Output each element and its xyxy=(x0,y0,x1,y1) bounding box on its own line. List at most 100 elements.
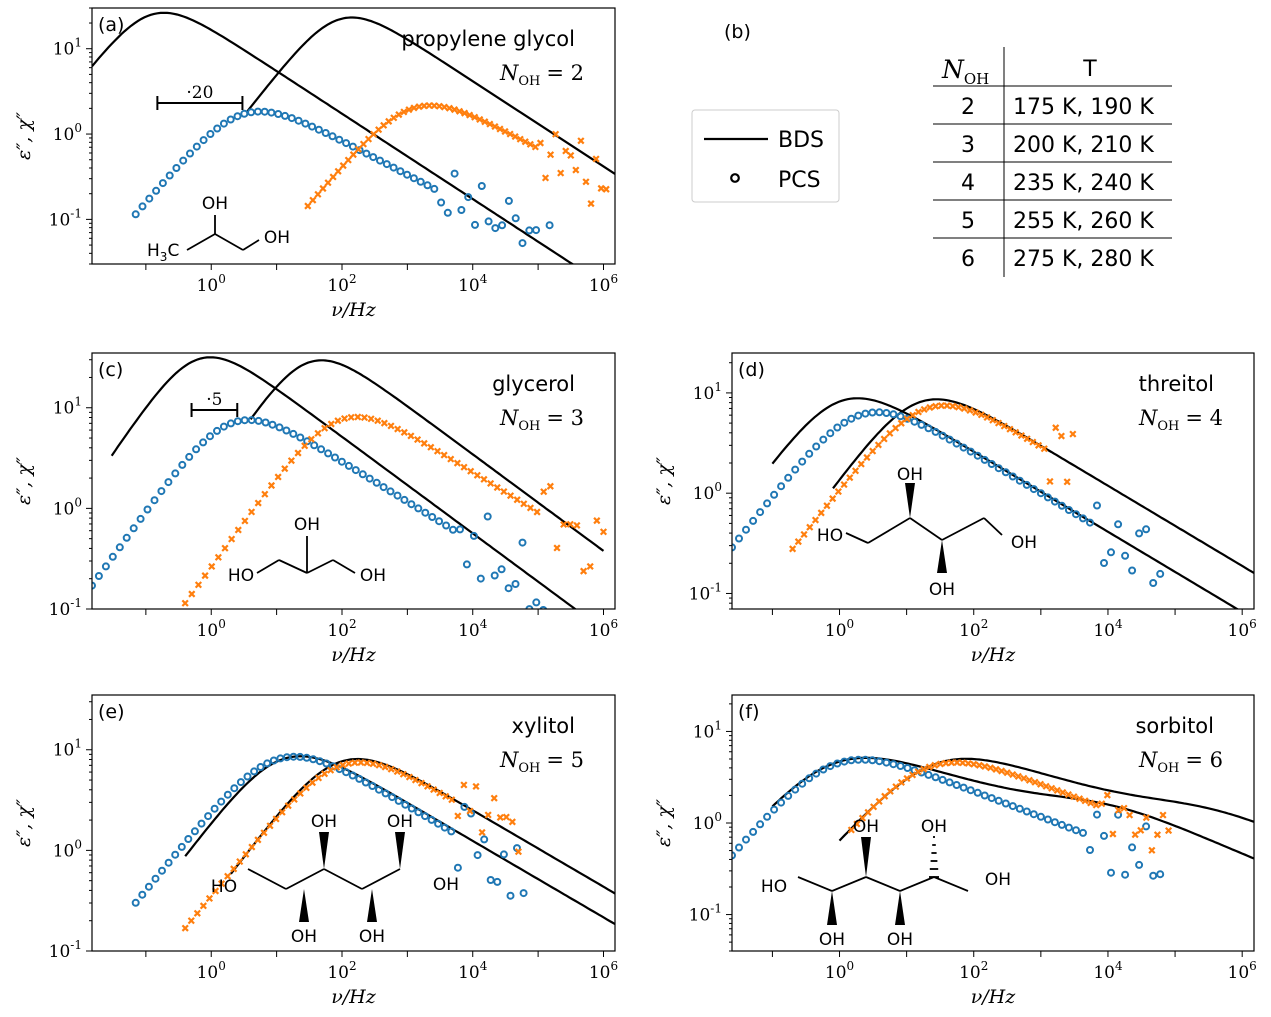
pcs-point-low xyxy=(178,460,187,469)
pcs-point-low xyxy=(226,115,235,124)
pcs-point-high xyxy=(943,402,951,410)
pcs-point-low xyxy=(276,754,285,763)
pcs-point-low xyxy=(519,889,528,898)
pcs-point-high xyxy=(278,808,286,816)
panel-a: 100 102 104 106 10-1 100 101 ν/Hz ε″, χ″ (a) propy… xyxy=(13,7,618,321)
pcs-point-low xyxy=(236,778,245,787)
pcs-point-high xyxy=(959,759,967,767)
bds-line-low xyxy=(771,756,1254,860)
pcs-point-high xyxy=(846,474,854,482)
y-axis-label: ε″, χ″ xyxy=(653,457,675,505)
panel-title: propylene glycol xyxy=(401,27,575,51)
atom-label: H3C xyxy=(147,241,179,264)
pcs-point-high xyxy=(314,774,323,782)
pcs-point-low xyxy=(164,858,173,867)
pcs-point-high xyxy=(794,538,802,546)
pcs-point-high xyxy=(800,530,808,539)
pcs-point-high xyxy=(521,138,529,146)
pcs-point-low xyxy=(476,574,485,583)
pcs-point-high xyxy=(266,822,274,830)
pcs-point-low xyxy=(1086,518,1094,527)
pcs-point-low xyxy=(362,149,371,158)
pcs-point-low xyxy=(1022,807,1031,816)
pcs-point-high xyxy=(399,770,407,778)
pcs-point-high xyxy=(587,200,595,208)
pcs-point-low xyxy=(151,874,160,883)
pcs-point-low xyxy=(365,474,374,483)
legend-pcs-label: PCS xyxy=(778,168,821,193)
pcs-point-high xyxy=(602,185,610,193)
pcs-point-low xyxy=(910,417,919,426)
pcs-point-high xyxy=(491,122,499,131)
pcs-point-high xyxy=(1025,776,1034,784)
pcs-point-high xyxy=(989,416,997,424)
pcs-point-low xyxy=(1008,802,1017,811)
pcs-point-low xyxy=(342,768,351,777)
plot-area xyxy=(92,356,608,609)
pcs-point-low xyxy=(805,774,814,783)
pcs-point-low xyxy=(206,432,214,441)
pcs-point-low xyxy=(129,524,138,533)
pcs-point-low xyxy=(254,416,263,425)
pcs-point-high xyxy=(208,562,216,571)
pcs-point-low xyxy=(348,142,357,151)
pcs-point-low xyxy=(108,552,117,561)
pcs-point-low xyxy=(351,466,360,475)
pcs-point-high xyxy=(869,447,877,455)
pcs-point-high xyxy=(1092,801,1100,809)
pcs-point-low xyxy=(1057,820,1066,829)
table-cell-t: 200 K, 210 K xyxy=(1013,133,1154,158)
pcs-point-low xyxy=(1072,826,1080,835)
pcs-point-high xyxy=(360,413,369,422)
pcs-point-low xyxy=(210,804,219,813)
pcs-point-low xyxy=(826,762,835,771)
molecule-structure xyxy=(845,483,1003,573)
pcs-point-low xyxy=(749,516,758,525)
pcs-point-low xyxy=(414,504,423,513)
pcs-point-low xyxy=(409,174,418,183)
pcs-point-low xyxy=(342,139,351,148)
pcs-point-high xyxy=(562,147,570,155)
pcs-point-high xyxy=(1070,793,1078,801)
pcs-point-high xyxy=(500,487,508,496)
pcs-point-low xyxy=(355,774,364,783)
pcs-point-low xyxy=(819,435,828,444)
pcs-point-high xyxy=(506,492,515,500)
pcs-point-high xyxy=(970,760,978,768)
pcs-point-low xyxy=(868,408,877,417)
table-cell-noh: 5 xyxy=(961,209,975,234)
pcs-point-low xyxy=(243,772,252,781)
pcs-point-low xyxy=(903,414,912,423)
pcs-point-low xyxy=(735,843,743,852)
pcs-point-low xyxy=(308,122,317,131)
pcs-point-low xyxy=(833,423,842,432)
pcs-point-high xyxy=(201,572,209,580)
axes-frame xyxy=(731,352,1255,610)
pcs-point-high xyxy=(817,509,825,517)
pcs-point-high xyxy=(540,488,548,496)
pcs-point-low xyxy=(805,449,814,458)
panel-label: (d) xyxy=(738,359,765,381)
y-tick-label: 100 xyxy=(693,810,722,834)
pcs-point-high xyxy=(254,499,262,507)
pcs-point-high xyxy=(436,789,444,797)
panel-d: 100 102 104 106 10-1 100 101 ν/Hz ε″, χ″ (d) threi… xyxy=(653,352,1257,666)
pcs-point-high xyxy=(460,463,468,471)
pcs-point-high xyxy=(476,115,484,124)
pcs-point-high xyxy=(433,447,442,455)
pcs-point-low xyxy=(1022,480,1031,489)
pcs-point-high xyxy=(892,783,900,791)
pcs-point-high xyxy=(983,413,991,422)
pcs-point-high xyxy=(450,106,459,114)
pcs-point-low xyxy=(469,531,478,540)
pcs-point-low xyxy=(253,107,262,116)
pcs-point-low xyxy=(1121,551,1130,560)
pcs-point-high xyxy=(857,460,865,468)
pcs-point-high xyxy=(493,483,501,492)
pcs-point-low xyxy=(1156,569,1165,578)
pcs-point-low xyxy=(784,791,793,800)
plot-area xyxy=(732,397,1254,609)
pcs-point-low xyxy=(165,171,174,180)
pcs-point-high xyxy=(881,792,889,800)
pcs-point-high xyxy=(354,413,362,421)
